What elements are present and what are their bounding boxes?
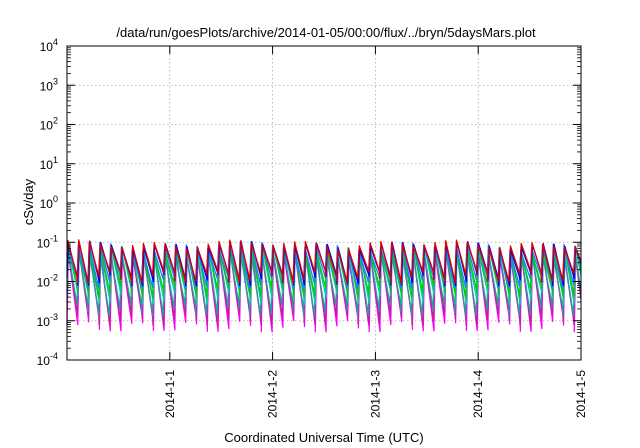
- x-axis-title: Coordinated Universal Time (UTC): [224, 430, 423, 445]
- y-tick-label: 10-3: [37, 312, 58, 329]
- plot-series: [66, 239, 582, 333]
- y-tick-label: 101: [40, 155, 58, 172]
- grid: [67, 46, 581, 360]
- chart-title: /data/run/goesPlots/archive/2014-01-05/0…: [116, 25, 536, 40]
- series-line: [66, 249, 582, 333]
- y-tick-label: 10-2: [37, 273, 58, 290]
- series-line: [66, 247, 582, 326]
- x-tick-label: 2014-1-2: [266, 370, 280, 418]
- y-tick-label: 103: [40, 76, 58, 93]
- y-tick-label: 100: [40, 194, 58, 211]
- series-line: [66, 246, 582, 317]
- x-tick-label: 2014-1-1: [163, 370, 177, 418]
- y-tick-label: 10-4: [37, 351, 58, 368]
- y-tick-label: 104: [40, 37, 58, 54]
- y-tick-label: 102: [40, 116, 58, 133]
- x-tick-label: 2014-1-3: [368, 370, 382, 418]
- x-tick-label: 2014-1-4: [471, 370, 485, 418]
- x-tick-label: 2014-1-5: [574, 370, 588, 418]
- y-axis-title: cSv/day: [21, 178, 36, 225]
- series-line: [66, 239, 582, 284]
- axis-ticks: 10-4 10-3 10-2 10-1 100 101 102 103 104 2014-1-1 2…: [37, 37, 588, 418]
- y-tick-label: 10-1: [37, 233, 58, 250]
